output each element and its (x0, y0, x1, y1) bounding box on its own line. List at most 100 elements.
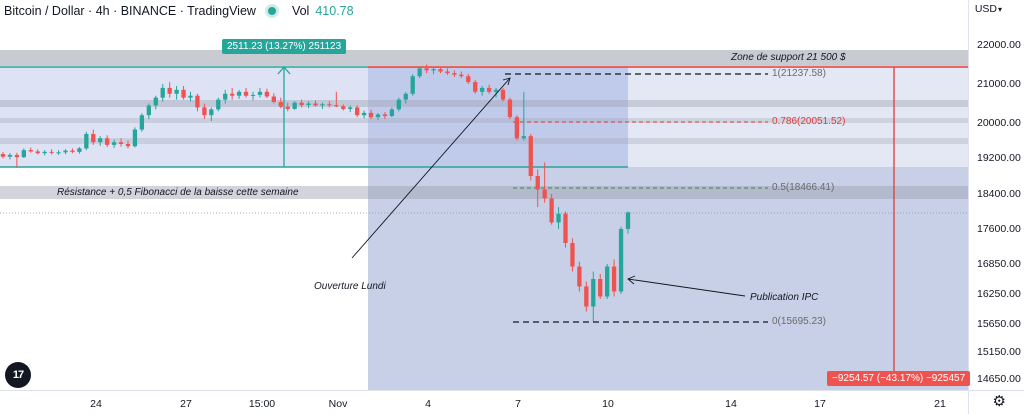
candle[interactable] (243, 87, 249, 98)
candle[interactable] (84, 131, 89, 151)
candle[interactable] (417, 66, 422, 79)
candle[interactable] (42, 150, 47, 156)
candle[interactable] (313, 100, 318, 107)
tradingview-logo-icon[interactable]: 17 (5, 362, 31, 388)
candle[interactable] (361, 110, 367, 119)
candle[interactable] (118, 138, 124, 147)
candle[interactable] (264, 88, 270, 99)
candle[interactable] (410, 74, 415, 96)
candle[interactable] (368, 109, 374, 120)
candle[interactable] (514, 115, 520, 141)
candle[interactable] (132, 127, 138, 148)
candle[interactable] (605, 264, 610, 299)
candle[interactable] (209, 107, 214, 122)
candle[interactable] (320, 102, 325, 109)
candle[interactable] (507, 97, 513, 120)
candle[interactable] (271, 93, 276, 104)
support-zone-band[interactable] (0, 50, 968, 66)
candle[interactable] (292, 101, 297, 110)
resistance-zone-band[interactable] (0, 186, 968, 199)
candle[interactable] (7, 153, 13, 160)
candle[interactable] (202, 103, 207, 120)
candle[interactable] (146, 103, 151, 120)
candle[interactable] (591, 271, 596, 322)
candle[interactable] (403, 91, 408, 104)
candle[interactable] (299, 99, 304, 108)
candle[interactable] (257, 87, 263, 98)
candle[interactable] (105, 135, 110, 148)
candle[interactable] (98, 136, 103, 146)
candle[interactable] (56, 150, 61, 155)
candle[interactable] (230, 87, 235, 100)
candle[interactable] (348, 105, 353, 113)
candle[interactable] (125, 140, 131, 149)
candle[interactable] (341, 104, 346, 111)
candle[interactable] (139, 113, 145, 132)
candle[interactable] (625, 211, 631, 234)
candle[interactable] (480, 85, 485, 96)
candle[interactable] (188, 91, 193, 102)
candle[interactable] (459, 71, 464, 79)
candle-body (236, 91, 242, 96)
candle[interactable] (14, 152, 20, 168)
candle[interactable] (563, 211, 568, 248)
candle[interactable] (570, 238, 575, 272)
candle[interactable] (355, 105, 360, 118)
candle[interactable] (327, 101, 332, 108)
candle[interactable] (473, 80, 478, 94)
candle[interactable] (521, 91, 526, 141)
candle[interactable] (49, 149, 54, 155)
candle[interactable] (452, 70, 457, 77)
candle[interactable] (91, 129, 96, 145)
candle[interactable] (167, 82, 172, 98)
candle[interactable] (0, 151, 6, 159)
candle[interactable] (466, 73, 471, 84)
symbol-title[interactable]: Bitcoin / Dollar · 4h · BINANCE · Tradin… (4, 4, 256, 18)
candle[interactable] (584, 281, 589, 312)
candle[interactable] (556, 207, 561, 229)
candle[interactable] (431, 66, 436, 75)
candle[interactable] (528, 133, 533, 181)
candle[interactable] (160, 84, 165, 102)
candle[interactable] (223, 89, 228, 104)
candle[interactable] (549, 194, 554, 225)
candle[interactable] (577, 261, 582, 292)
candle[interactable] (598, 274, 603, 299)
candle[interactable] (396, 97, 401, 112)
gear-icon[interactable]: ⚙ (992, 393, 1006, 410)
candle[interactable] (111, 139, 117, 148)
candle[interactable] (424, 64, 429, 74)
candle[interactable] (611, 259, 617, 297)
candle[interactable] (438, 66, 443, 74)
candle[interactable] (306, 101, 311, 109)
candle[interactable] (250, 91, 256, 101)
candle[interactable] (375, 112, 381, 120)
candle[interactable] (216, 97, 221, 112)
candle[interactable] (618, 226, 624, 294)
candle[interactable] (486, 84, 492, 94)
candle[interactable] (35, 149, 40, 155)
candle[interactable] (493, 87, 499, 98)
candle[interactable] (153, 95, 158, 110)
candle[interactable] (445, 68, 450, 76)
candle[interactable] (63, 149, 68, 155)
candle[interactable] (382, 112, 388, 120)
candle[interactable] (21, 148, 26, 158)
candle[interactable] (389, 107, 395, 118)
candle[interactable] (278, 97, 283, 109)
candle[interactable] (174, 85, 179, 100)
candle[interactable] (542, 162, 547, 203)
candle[interactable] (181, 85, 186, 100)
candle[interactable] (500, 87, 506, 102)
candle-body (118, 142, 124, 144)
candle[interactable] (535, 169, 540, 208)
candle[interactable] (70, 148, 75, 154)
candle[interactable] (77, 147, 82, 154)
currency-selector[interactable]: USD▾ (975, 3, 1002, 15)
candle[interactable] (236, 89, 242, 99)
candle[interactable] (28, 147, 33, 153)
candle[interactable] (195, 93, 200, 112)
candle[interactable] (285, 102, 290, 112)
candle[interactable] (334, 91, 339, 108)
